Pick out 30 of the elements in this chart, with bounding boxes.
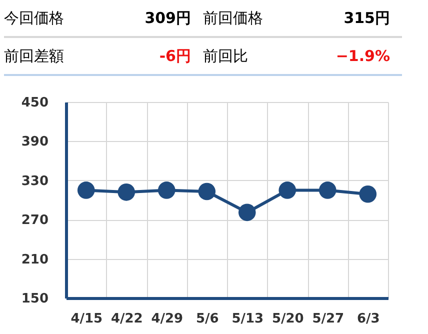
x-tick-label: 5/27 [312, 312, 344, 326]
point [278, 182, 296, 199]
point [118, 184, 136, 201]
x-tick-label: 6/3 [356, 312, 380, 326]
y-tick-label: 450 [21, 96, 48, 110]
y-tick-label: 270 [21, 213, 48, 228]
y-tick-label: 210 [21, 252, 48, 268]
y-tick-label: 150 [21, 292, 48, 306]
point [318, 182, 336, 199]
point [77, 182, 95, 199]
x-tick-label: 5/13 [232, 312, 264, 326]
x-tick-label: 4/15 [70, 312, 103, 326]
x-tick-label: 4/22 [110, 312, 143, 326]
text: −1.9% [334, 47, 391, 65]
point [238, 204, 256, 222]
text: 今回価格 [4, 8, 65, 28]
x-tick-label: 5/6 [196, 312, 219, 326]
point [198, 182, 216, 200]
text: 315円 [342, 8, 391, 28]
x-tick-label: 4/29 [151, 312, 184, 326]
point [359, 185, 377, 203]
text: 前回価格 [203, 8, 264, 28]
text: 前回比 [203, 46, 249, 66]
point [158, 182, 176, 199]
y-tick-label: 330 [21, 174, 48, 189]
x-tick-label: 5/20 [272, 312, 304, 326]
text: -6円 [158, 46, 192, 66]
text: 309円 [144, 8, 192, 28]
y-tick-label: 390 [21, 134, 48, 150]
text: 前回差額 [4, 46, 65, 66]
